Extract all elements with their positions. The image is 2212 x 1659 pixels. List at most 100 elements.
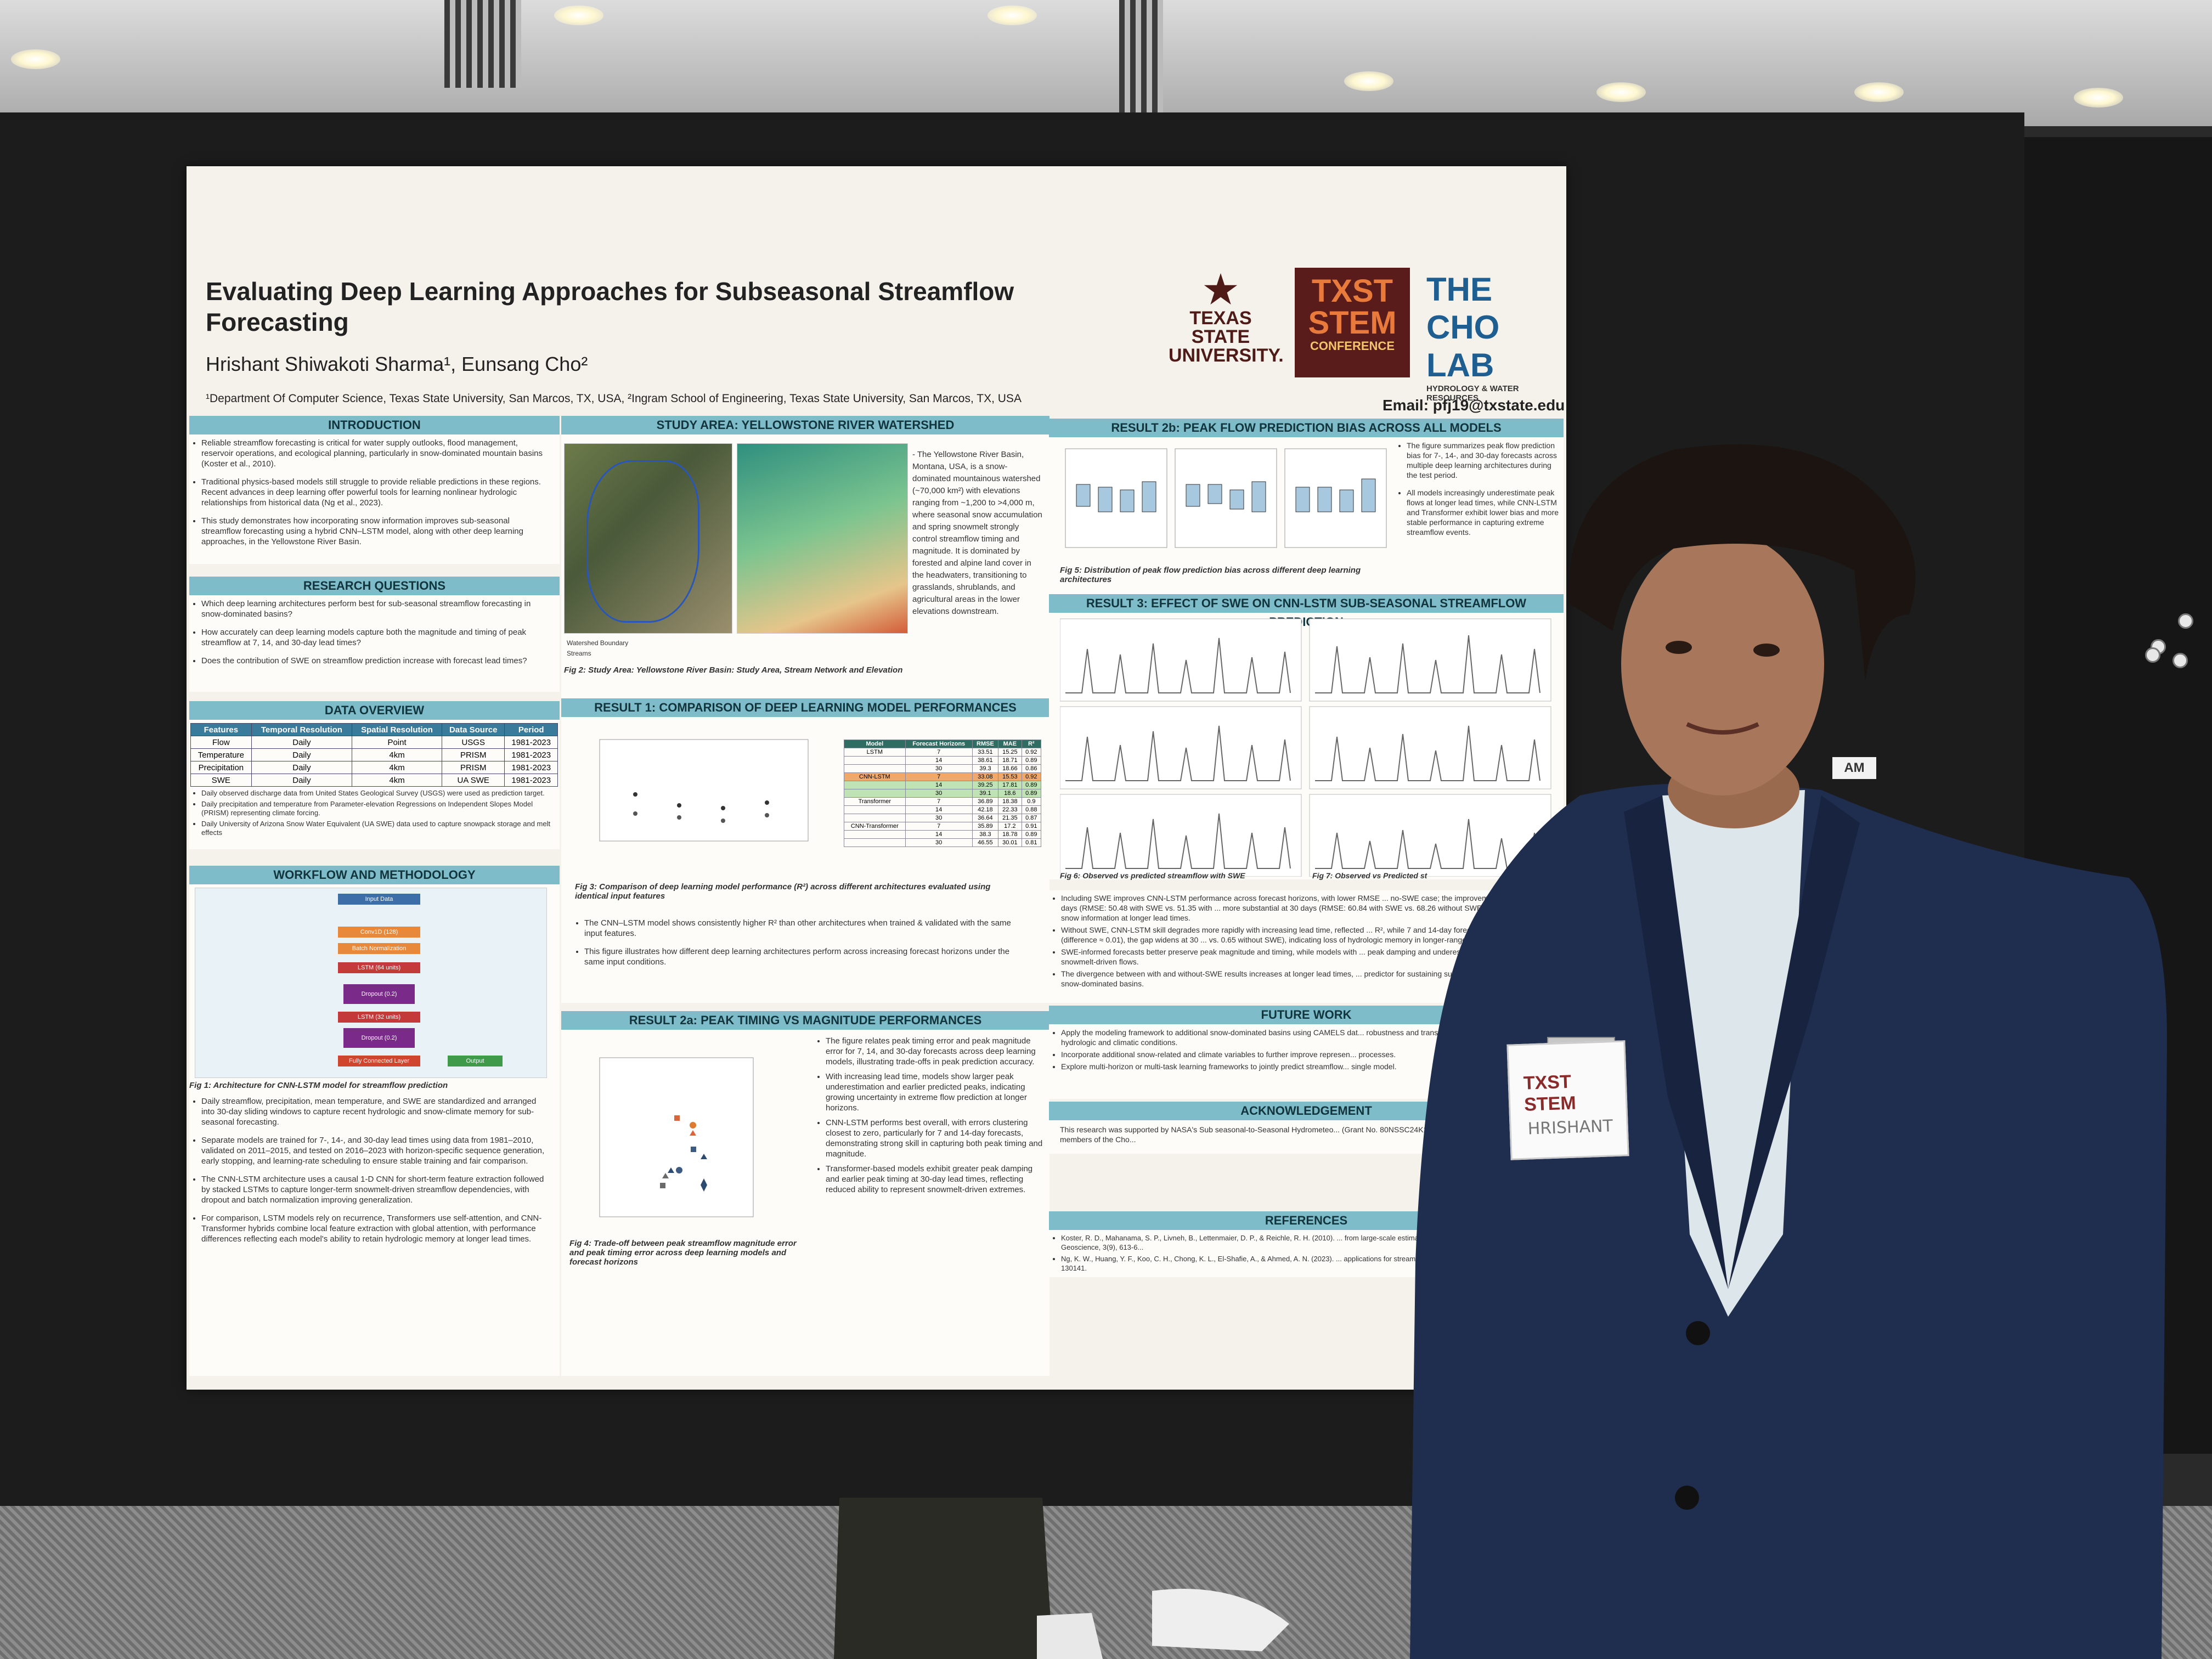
hydrograph-line	[1315, 635, 1541, 693]
table-cell: 17.81	[998, 781, 1022, 789]
figure-caption: Fig 1: Architecture for CNN-LSTM model f…	[189, 1081, 448, 1090]
section-heading: RESULT 2a: PEAK TIMING VS MAGNITUDE PERF…	[561, 1011, 1049, 1030]
result2a-section: RESULT 2a: PEAK TIMING VS MAGNITUDE PERF…	[561, 1011, 1049, 1376]
table-row: LSTM 7 33.51 15.25 0.92	[844, 748, 1042, 757]
data-point	[701, 1154, 707, 1159]
data-point	[676, 1167, 682, 1173]
table-cell: 1981-2023	[504, 761, 558, 774]
plot-panel	[1060, 794, 1302, 877]
table-cell: 18.38	[998, 797, 1022, 806]
table-cell: Point	[352, 736, 442, 749]
result1-section: RESULT 1: COMPARISON OF DEEP LEARNING MO…	[561, 698, 1049, 1003]
plot-area	[599, 1057, 754, 1217]
table-cell: 0.86	[1021, 764, 1042, 773]
data-point	[701, 1178, 707, 1192]
pushpin	[2178, 613, 2193, 629]
table-cell: 38.61	[972, 756, 999, 765]
table-cell: 4km	[352, 748, 442, 761]
poster-email: Email: pfj19@txstate.edu	[1383, 397, 1565, 414]
board-label: AM	[1832, 757, 1876, 779]
ceiling-light	[554, 5, 603, 25]
name-badge: TXST STEM HRISHANT	[1506, 1040, 1629, 1160]
section-heading: INTRODUCTION	[189, 416, 560, 435]
figure-caption: Fig 5: Distribution of peak flow predict…	[1060, 566, 1361, 584]
hydrograph-line	[1065, 813, 1291, 869]
flow-block: Batch Normalization	[338, 943, 420, 954]
column-header: Model	[844, 740, 906, 748]
table-cell: SWE	[190, 774, 252, 787]
table-row: SWE Daily 4km UA SWE 1981-2023	[190, 774, 558, 787]
result2b-section: RESULT 2b: PEAK FLOW PREDICTION BIAS ACR…	[1049, 419, 1564, 594]
column-header: Period	[504, 723, 558, 736]
table-cell: 18.6	[998, 789, 1022, 798]
data-point	[662, 1173, 669, 1178]
table-cell: 39.3	[972, 764, 999, 773]
future-bullet: Apply the modeling framework to addition…	[1061, 1028, 1554, 1047]
question-bullet: Which deep learning architectures perfor…	[201, 599, 551, 619]
study-area-text: - The Yellowstone River Basin, Montana, …	[912, 450, 1042, 616]
table-cell: USGS	[441, 736, 505, 749]
table-cell	[844, 814, 906, 822]
figure-caption: Fig 6: Observed vs predicted streamflow …	[1060, 871, 1245, 880]
box	[1207, 484, 1222, 504]
hydrograph-panels	[1060, 618, 1551, 877]
figure-caption: Fig 4: Trade-off between peak streamflow…	[569, 1239, 797, 1267]
table-row: Flow Daily Point USGS 1981-2023	[190, 736, 558, 749]
table-cell: 21.35	[998, 814, 1022, 822]
table-cell	[844, 838, 906, 847]
table-cell: PRISM	[441, 761, 505, 774]
table-row: CNN-Transformer 7 35.89 17.2 0.91	[844, 822, 1042, 831]
table-header-row: Model Forecast Horizons RMSE MAE R²	[844, 740, 1042, 748]
data-bullet: Daily University of Arizona Snow Water E…	[201, 820, 551, 837]
table-cell: 38.3	[972, 830, 999, 839]
hydrograph-line	[1065, 637, 1291, 693]
data-point	[690, 1130, 696, 1136]
data-point	[674, 1115, 680, 1121]
result2b-bullet: All models increasingly underestimate pe…	[1407, 488, 1559, 537]
data-point	[690, 1122, 696, 1128]
table-cell: 0.89	[1021, 756, 1042, 765]
table-cell: 0.88	[1021, 805, 1042, 814]
peak-tradeoff-chart	[599, 1057, 754, 1217]
data-bullet: Daily observed discharge data from Unite…	[201, 789, 551, 798]
figure-caption: Fig 3: Comparison of deep learning model…	[575, 882, 991, 901]
table-cell: 14	[905, 805, 973, 814]
column-header: MAE	[998, 740, 1022, 748]
carpet-floor	[0, 1506, 2212, 1659]
hydrograph-line	[1315, 725, 1541, 781]
data-point	[660, 1183, 665, 1188]
table-cell: 0.89	[1021, 830, 1042, 839]
table-cell: 35.89	[972, 822, 999, 831]
table-cell: 0.9	[1021, 797, 1042, 806]
texas-state-logo-text: TEXAS STATE UNIVERSITY.	[1169, 308, 1284, 366]
research-poster: Evaluating Deep Learning Approaches for …	[187, 166, 1566, 1390]
table-row: 14 39.25 17.81 0.89	[844, 781, 1042, 789]
table-cell: UA SWE	[441, 774, 505, 787]
result1-bullet: The CNN–LSTM model shows consistently hi…	[584, 918, 1022, 939]
table-cell: 39.25	[972, 781, 999, 789]
table-cell: 1981-2023	[504, 748, 558, 761]
workflow-section: WORKFLOW AND METHODOLOGY Input Data Conv…	[189, 866, 560, 1376]
table-row: 30 46.55 30.01 0.81	[844, 838, 1042, 847]
table-cell: Daily	[251, 748, 353, 761]
table-cell: 7	[905, 822, 973, 831]
result2a-bullet: Transformer-based models exhibit greater…	[826, 1164, 1044, 1195]
plot-panel	[1060, 706, 1302, 789]
table-row: Precipitation Daily 4km PRISM 1981-2023	[190, 761, 558, 774]
future-bullet: Incorporate additional snow-related and …	[1061, 1049, 1554, 1059]
result3-bullet: Including SWE improves CNN-LSTM performa…	[1061, 893, 1554, 923]
table-cell: Daily	[251, 774, 353, 787]
study-area-map	[564, 443, 732, 634]
data-overview-table: Features Temporal Resolution Spatial Res…	[190, 723, 558, 787]
flow-block: Conv1D (128)	[338, 927, 420, 938]
table-cell: 42.18	[972, 805, 999, 814]
plot-panel	[1309, 794, 1551, 877]
plot-area	[599, 739, 809, 842]
ceiling	[0, 0, 2212, 126]
table-header-row: Features Temporal Resolution Spatial Res…	[190, 723, 558, 736]
table-cell: CNN-LSTM	[844, 772, 906, 781]
box	[1229, 489, 1244, 510]
acknowledgement-section: ACKNOWLEDGEMENT This research was suppor…	[1049, 1102, 1564, 1154]
box	[1317, 487, 1332, 512]
table-cell: 0.87	[1021, 814, 1042, 822]
